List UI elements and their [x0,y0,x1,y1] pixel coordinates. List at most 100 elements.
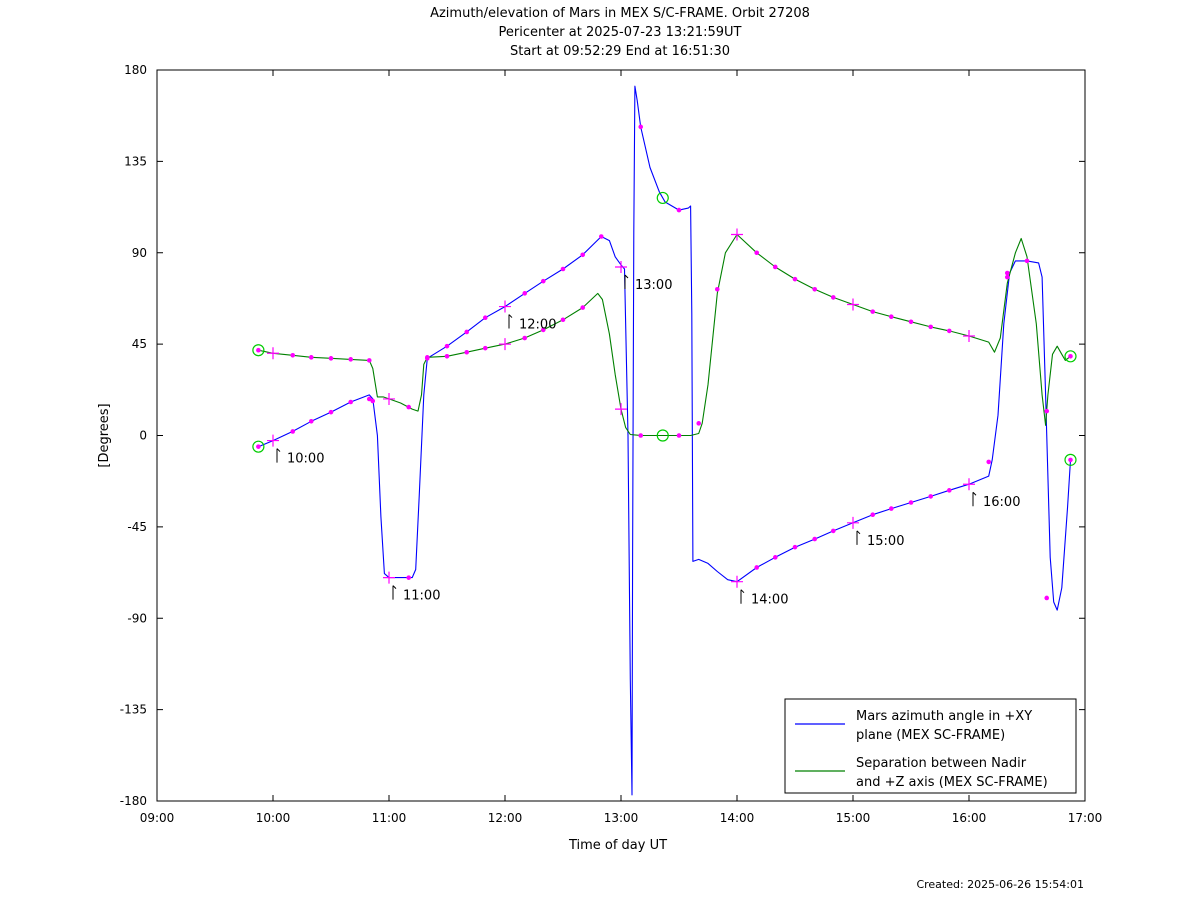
data-point [482,315,488,321]
data-point [522,291,528,296]
hour-marker [499,338,511,351]
x-tick-label: 15:00 [836,811,871,825]
time-annotation-arrow [740,589,745,604]
data-point [370,398,376,404]
y-tick-label: -180 [120,794,147,808]
data-point [714,287,720,292]
y-tick-label: -135 [120,703,147,717]
endpoint-circle [1064,453,1077,466]
data-point [1004,274,1010,280]
endpoint-circle [656,191,669,205]
data-point [792,544,798,550]
legend-label: plane (MEX SC-FRAME) [856,728,1005,743]
time-annotation-label: 12:00 [519,318,556,333]
data-point [792,276,798,282]
title-line: Azimuth/elevation of Mars in MEX S/C-FRA… [430,6,810,21]
time-annotation-label: 11:00 [403,589,440,604]
footer: Created: 2025-06-26 15:54:01 [916,878,1084,891]
data-point [754,565,760,570]
data-point [328,356,334,361]
data-point [676,207,682,213]
y-tick-label: -45 [127,520,147,534]
legend-label: and +Z axis (MEX SC-FRAME) [856,775,1048,790]
time-annotation-label: 10:00 [287,452,324,467]
data-point [830,295,836,300]
time-annotation-arrow [624,274,629,289]
series-line [258,233,1071,437]
x-tick-label: 14:00 [720,811,755,825]
time-annotation-arrow [392,585,397,600]
hour-marker [615,403,627,416]
y-tick-label: 180 [124,63,147,77]
endpoint-circle [1064,350,1077,363]
y-tick-label: 135 [124,154,147,168]
x-tick-label: 13:00 [604,811,639,825]
data-point [812,536,818,542]
data-point [696,421,702,426]
title-line: Start at 09:52:29 End at 16:51:30 [510,44,730,59]
legend: Mars azimuth angle in +XY plane (MEX SC-F… [784,698,1077,794]
endpoint-circle [656,429,669,442]
data-point [928,494,934,499]
footer-created: Created: 2025-06-26 15:54:01 [916,878,1084,891]
chart-title: Azimuth/elevation of Mars in MEX S/C-FRA… [430,6,810,59]
hour-marker [847,516,859,529]
data-point [908,319,914,325]
data-point [928,324,934,330]
data-point [772,555,778,560]
time-annotation-label: 15:00 [867,534,904,549]
hour-marker [963,330,975,343]
y-tick-label: 90 [132,246,147,260]
data-point [444,354,450,359]
data-point [482,345,488,351]
title-line: Pericenter at 2025-07-23 13:21:59UT [498,25,741,40]
series-layer [258,85,1072,796]
data-point [464,329,470,335]
data-point [1024,258,1030,264]
data-point [366,396,372,402]
y-axis-label: [Degrees] [97,403,112,467]
data-point [1068,457,1073,463]
legend-label: Separation between Nadir [856,756,1027,771]
data-point [256,347,261,353]
endpoint-circle [252,344,265,357]
x-tick-label: 10:00 [256,811,291,825]
hour-marker [499,300,511,313]
data-point [328,409,334,415]
data-point [870,309,876,314]
data-point [308,418,314,424]
data-point [812,287,818,292]
time-annotation-arrow [856,530,861,545]
hour-marker [267,434,279,447]
axis-labels: Time of day UT [Degrees] [97,403,667,853]
hour-marker [615,260,627,273]
data-point [1044,408,1050,414]
data-point [464,349,470,355]
series-line [258,85,1072,796]
data-point [540,327,546,333]
data-point [580,305,586,310]
data-point [522,335,528,341]
x-tick-label: 12:00 [488,811,523,825]
data-point [986,459,992,465]
hour-marker [847,298,859,311]
data-point [888,506,894,511]
data-point [598,234,604,239]
data-point [560,266,566,272]
plot-frame [156,69,1086,802]
x-tick-label: 17:00 [1068,811,1103,825]
time-annotation-arrow [276,448,281,463]
data-point [638,124,644,130]
plot-border [156,69,1086,802]
data-point [946,328,952,334]
data-point [888,314,894,320]
data-point [560,317,566,323]
x-tick-label: 16:00 [952,811,987,825]
y-tick-label: 45 [132,337,147,351]
data-point [424,355,430,360]
hour-marker [963,478,975,491]
data-point [444,343,450,349]
x-axis-label: Time of day UT [568,838,667,853]
data-point [406,404,412,410]
